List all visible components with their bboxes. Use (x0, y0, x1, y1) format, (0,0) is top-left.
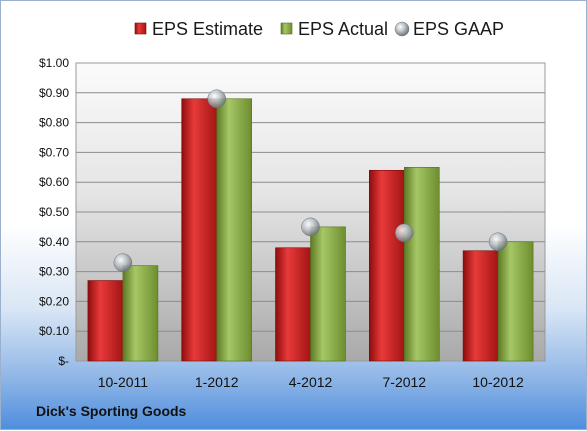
legend: EPS Estimate EPS Actual EPS GAAP (134, 19, 504, 39)
legend-swatch-eps-gaap (394, 21, 410, 37)
y-tick-label: $0.60 (39, 175, 69, 189)
gaap-markers (113, 89, 508, 272)
y-tick-label: $0.20 (39, 294, 69, 308)
marker-eps-gaap (395, 223, 414, 243)
legend-swatch-eps-actual (280, 22, 293, 35)
x-axis-ticks: 10-2011 1-2012 4-2012 7-2012 10-2012 (98, 374, 524, 390)
marker-eps-gaap (301, 217, 320, 237)
y-tick-label: $0.90 (39, 86, 69, 100)
bar-eps-actual (497, 241, 534, 362)
y-tick-label: $0.50 (39, 205, 69, 219)
bar-eps-actual (403, 167, 440, 362)
y-tick-label: $0.40 (39, 235, 69, 249)
bar-eps-actual (122, 265, 159, 362)
x-tick-label: 10-2011 (98, 374, 149, 390)
legend-label: EPS GAAP (413, 19, 504, 39)
y-tick-label: $0.70 (39, 145, 69, 159)
y-axis-ticks: $- $0.10 $0.20 $0.30 $0.40 $0.50 $0.60 $0.70 $0.… (39, 56, 69, 368)
marker-eps-gaap (207, 89, 226, 109)
y-tick-label: $- (58, 354, 69, 368)
legend-label: EPS Estimate (152, 19, 263, 39)
x-tick-label: 4-2012 (289, 374, 333, 390)
y-tick-label: $0.10 (39, 324, 69, 338)
legend-label: EPS Actual (298, 19, 388, 39)
y-tick-label: $1.00 (39, 56, 69, 70)
bars (87, 98, 534, 362)
x-tick-label: 10-2012 (472, 374, 524, 390)
bar-eps-actual (310, 226, 346, 362)
bar-eps-estimate (368, 169, 405, 362)
marker-eps-gaap (113, 253, 133, 272)
marker-eps-gaap (488, 232, 508, 252)
bar-eps-estimate (87, 280, 124, 362)
legend-swatch-eps-estimate (134, 22, 147, 35)
bar-eps-estimate (462, 250, 499, 362)
company-name: Dick's Sporting Goods (36, 403, 187, 419)
bar-eps-estimate (275, 247, 311, 362)
y-tick-label: $0.80 (39, 116, 69, 130)
bar-eps-estimate (181, 98, 217, 362)
x-tick-label: 1-2012 (195, 374, 239, 390)
x-tick-label: 7-2012 (383, 374, 427, 390)
bar-eps-actual (216, 98, 252, 362)
y-tick-label: $0.30 (39, 265, 69, 279)
